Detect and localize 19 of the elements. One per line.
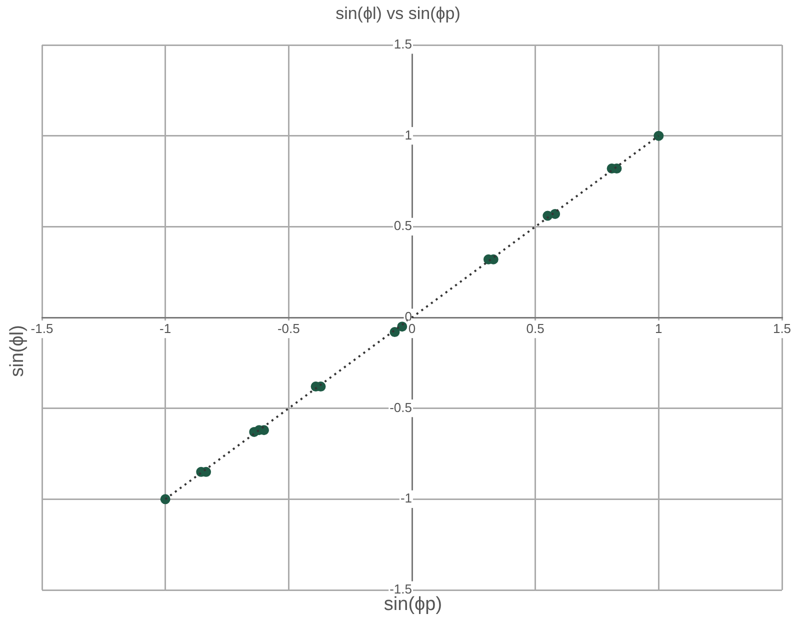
y-tick-label: 1 bbox=[404, 127, 412, 142]
x-tick-label: 0.5 bbox=[526, 320, 544, 336]
point bbox=[390, 327, 400, 338]
x-tick-label: -0.5 bbox=[277, 320, 300, 336]
x-axis-title: sin(ϕp) bbox=[382, 594, 444, 616]
chart-title: sin(ϕl) vs sin(ϕp) bbox=[334, 4, 462, 24]
point bbox=[654, 130, 664, 141]
x-tick-label: 1.5 bbox=[772, 320, 792, 336]
y-tick-label: -0.5 bbox=[390, 400, 412, 415]
x-tick-label: -1.5 bbox=[30, 320, 54, 336]
x-tick-label: -1 bbox=[160, 320, 172, 336]
y-tick-label: 0.5 bbox=[394, 218, 412, 234]
y-tick-label: -1 bbox=[400, 490, 412, 506]
x-tick-label: 1 bbox=[655, 320, 662, 336]
y-axis-title: sin(ϕl) bbox=[6, 325, 29, 377]
point bbox=[160, 494, 170, 504]
y-tick-label: 1.5 bbox=[394, 36, 412, 52]
y-tick-label: -1.5 bbox=[390, 582, 412, 597]
point bbox=[550, 208, 560, 219]
